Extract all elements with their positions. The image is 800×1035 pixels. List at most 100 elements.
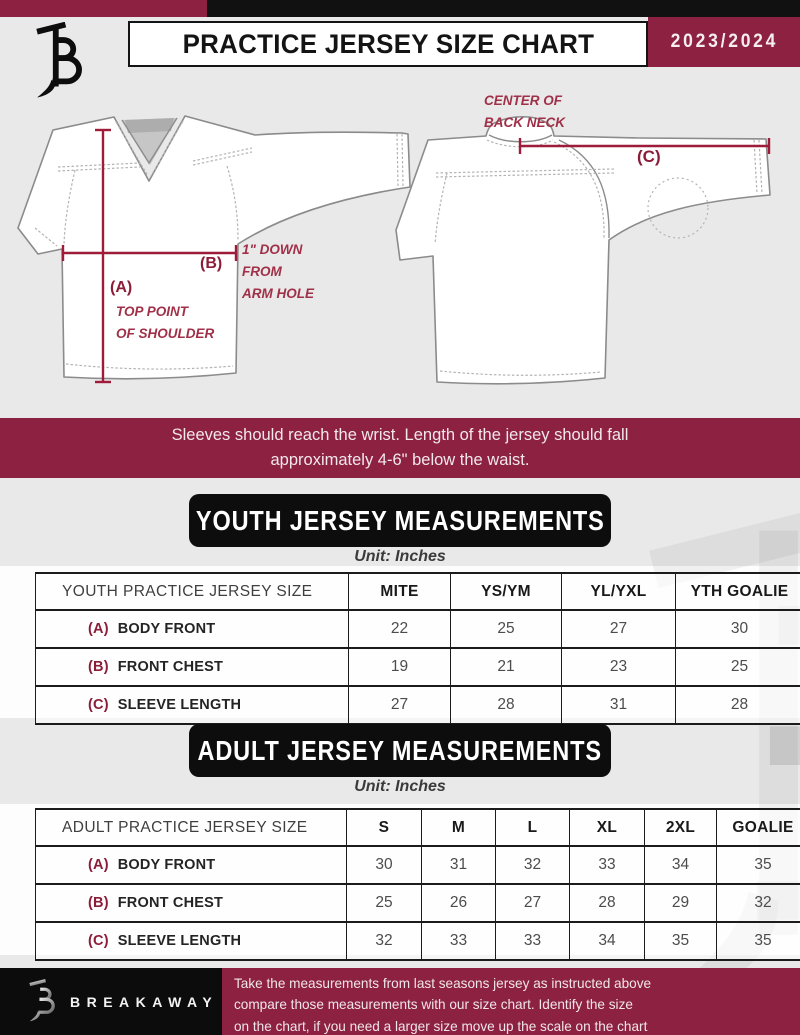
measurement-value: 26	[421, 883, 496, 923]
measurement-value: 33	[495, 921, 570, 961]
footer-breakaway-logo	[29, 979, 55, 1022]
size-column-header: YL/YXL	[561, 572, 676, 611]
measurement-label: BODY FRONT	[117, 857, 216, 873]
measure-note-b: 1" DOWN FROM ARM HOLE	[242, 242, 314, 301]
measure-note-c: CENTER OF BACK NECK	[484, 93, 565, 130]
measurement-label: SLEEVE LENGTH	[117, 933, 242, 949]
measurement-label-cell: (A) BODY FRONT	[35, 609, 349, 649]
measurement-value: 35	[716, 845, 800, 885]
front-collar-inner-edge	[121, 117, 178, 165]
measurement-value: 27	[561, 609, 676, 649]
footer-note-panel	[222, 968, 800, 1035]
measurement-row: (B) FRONT CHEST 25 26 27 28 29 32	[35, 883, 800, 923]
footer-instructions: Take the measurements from last seasons …	[234, 976, 652, 1034]
measurement-key: (A)	[88, 621, 109, 637]
fit-note-text: Sleeves should reach the wrist. Length o…	[171, 426, 629, 469]
measure-label-c: (C)	[637, 147, 661, 166]
measurement-label-cell: (C) SLEEVE LENGTH	[35, 685, 349, 725]
jersey-diagrams	[17, 115, 771, 385]
measurement-label-cell: (A) BODY FRONT	[35, 845, 347, 885]
table-corner-header: YOUTH PRACTICE JERSEY SIZE	[35, 572, 349, 611]
top-maroon-strip	[0, 0, 207, 17]
measurement-label-cell: (B) FRONT CHEST	[35, 647, 349, 687]
measurement-value: 34	[569, 921, 645, 961]
measurement-value: 27	[495, 883, 570, 923]
measurement-value: 25	[675, 647, 800, 687]
measure-note-a: TOP POINT OF SHOULDER	[116, 304, 215, 341]
youth-unit-label: Unit: Inches	[354, 548, 446, 565]
measurement-key: (C)	[88, 933, 109, 949]
measurement-label-cell: (C) SLEEVE LENGTH	[35, 921, 347, 961]
table-header-row: ADULT PRACTICE JERSEY SIZE S M L XL 2XL GOALIE	[35, 808, 800, 847]
season-label: 2023/2024	[670, 31, 778, 52]
measurement-value: 30	[346, 845, 422, 885]
front-neck-back-band	[125, 118, 174, 133]
size-column-header: M	[421, 808, 496, 847]
measurement-label: FRONT CHEST	[117, 659, 224, 675]
measurement-label: FRONT CHEST	[117, 895, 224, 911]
measurement-value: 31	[561, 685, 676, 725]
adult-unit-label: Unit: Inches	[354, 778, 446, 795]
size-column-header: MITE	[348, 572, 451, 611]
measurement-label-cell: (B) FRONT CHEST	[35, 883, 347, 923]
front-measurement-lines	[61, 128, 238, 384]
measurement-key: (C)	[88, 697, 109, 713]
measurement-value: 34	[644, 845, 717, 885]
measurement-value: 27	[348, 685, 451, 725]
footer-brand-wordmark: BREAKAWAY	[70, 994, 219, 1010]
back-jersey	[395, 115, 771, 385]
measurement-value: 32	[346, 921, 422, 961]
measurement-row: (B) FRONT CHEST 19 21 23 25	[35, 647, 800, 687]
youth-size-table: YOUTH PRACTICE JERSEY SIZE MITE YS/YM YL/YX…	[35, 572, 800, 725]
measurement-row: (C) SLEEVE LENGTH 32 33 33 34 35 35	[35, 921, 800, 961]
breakaway-logo	[36, 22, 82, 98]
measurement-value: 28	[450, 685, 562, 725]
measurement-value: 31	[421, 845, 496, 885]
measurement-label: SLEEVE LENGTH	[117, 697, 242, 713]
table-corner-header: ADULT PRACTICE JERSEY SIZE	[35, 808, 347, 847]
measurement-value: 33	[569, 845, 645, 885]
measurement-value: 28	[675, 685, 800, 725]
table-header-row: YOUTH PRACTICE JERSEY SIZE MITE YS/YM YL/YX…	[35, 572, 800, 611]
size-column-header: YTH GOALIE	[675, 572, 800, 611]
back-stitching	[434, 139, 763, 376]
page-title: PRACTICE JERSEY SIZE CHART	[182, 28, 594, 59]
size-column-header: XL	[569, 808, 645, 847]
measurement-row: (C) SLEEVE LENGTH 27 28 31 28	[35, 685, 800, 725]
measurement-value: 22	[348, 609, 451, 649]
measurement-value: 32	[716, 883, 800, 923]
measurement-value: 29	[644, 883, 717, 923]
front-jersey	[17, 115, 411, 384]
measurement-row: (A) BODY FRONT 30 31 32 33 34 35	[35, 845, 800, 885]
front-stitching	[34, 120, 404, 370]
measurement-key: (B)	[88, 895, 109, 911]
back-measurement-lines	[518, 138, 771, 154]
measurement-row: (A) BODY FRONT 22 25 27 30	[35, 609, 800, 649]
measurement-label: BODY FRONT	[117, 621, 216, 637]
measurement-value: 19	[348, 647, 451, 687]
measurement-key: (A)	[88, 857, 109, 873]
fit-note-banner: Sleeves should reach the wrist. Length o…	[0, 418, 800, 478]
size-column-header: S	[346, 808, 422, 847]
measurement-value: 32	[495, 845, 570, 885]
adult-section-header: ADULT JERSEY MEASUREMENTS	[189, 724, 611, 777]
measurement-value: 23	[561, 647, 676, 687]
measurement-value: 35	[716, 921, 800, 961]
measure-label-b: (B)	[200, 255, 223, 272]
measurement-value: 28	[569, 883, 645, 923]
measurement-value: 33	[421, 921, 496, 961]
size-column-header: L	[495, 808, 570, 847]
top-black-strip	[207, 0, 800, 17]
measure-label-a: (A)	[110, 279, 133, 296]
measurement-value: 25	[450, 609, 562, 649]
size-column-header: 2XL	[644, 808, 717, 847]
adult-section-title: ADULT JERSEY MEASUREMENTS	[197, 734, 603, 766]
measurement-value: 35	[644, 921, 717, 961]
measurement-value: 25	[346, 883, 422, 923]
youth-section-header: YOUTH JERSEY MEASUREMENTS	[189, 494, 611, 547]
footer-brand-panel	[0, 968, 222, 1035]
page-title-box: PRACTICE JERSEY SIZE CHART	[128, 21, 648, 67]
youth-section-title: YOUTH JERSEY MEASUREMENTS	[195, 504, 605, 536]
size-column-header: YS/YM	[450, 572, 562, 611]
